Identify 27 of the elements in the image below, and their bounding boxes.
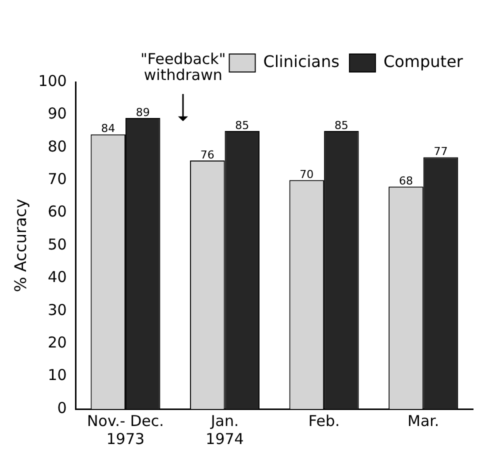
- data-label: 76: [200, 148, 214, 162]
- x-tick-label: Mar.: [408, 412, 440, 430]
- data-label: 85: [235, 118, 250, 132]
- data-label: 84: [101, 122, 116, 136]
- y-axis-title: % Accuracy: [10, 198, 30, 292]
- data-label: 70: [300, 168, 314, 181]
- y-tick-label: 50: [48, 235, 67, 254]
- data-label: 68: [398, 174, 413, 188]
- legend-label: Clinicians: [263, 52, 340, 72]
- x-tick-label: Feb.: [308, 412, 340, 430]
- y-tick-label: 80: [48, 137, 67, 156]
- data-label: 85: [334, 118, 348, 132]
- y-tick-label: 40: [48, 268, 67, 286]
- x-tick-label: Nov.- Dec. 1973: [87, 412, 164, 448]
- y-tick-label: 60: [48, 202, 67, 221]
- data-label: 89: [136, 106, 150, 119]
- x-tick-label: Jan. 1974: [206, 412, 244, 448]
- y-tick-label: 70: [48, 170, 67, 188]
- y-tick-label: 100: [38, 72, 67, 90]
- legend-label: Computer: [383, 52, 464, 72]
- annotation: "Feedback" withdrawn: [140, 50, 226, 84]
- data-label: 77: [434, 145, 448, 158]
- y-tick-label: 90: [48, 104, 67, 123]
- y-tick-label: 30: [48, 300, 67, 319]
- y-tick-label: 10: [48, 366, 67, 384]
- y-tick-label: 20: [48, 333, 67, 352]
- y-tick-label: 0: [57, 398, 67, 417]
